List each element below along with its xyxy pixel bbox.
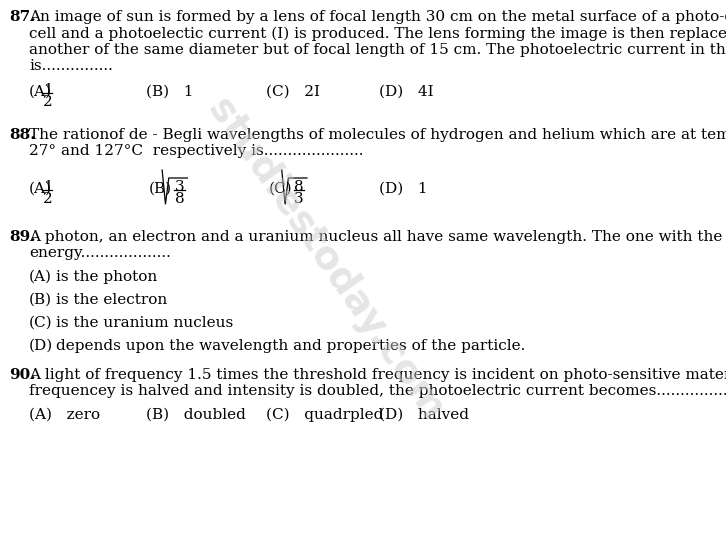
- Text: 3: 3: [174, 180, 184, 194]
- Text: is the photon: is the photon: [56, 270, 157, 284]
- Text: (B): (B): [149, 182, 172, 196]
- Text: 1: 1: [43, 83, 53, 97]
- Text: The rationof de - Begli wavelengths of molecules of hydrogen and helium which ar: The rationof de - Begli wavelengths of m…: [29, 128, 726, 158]
- Text: (D): (D): [29, 339, 54, 353]
- Text: 3: 3: [294, 192, 304, 206]
- Text: (A): (A): [29, 182, 52, 196]
- Text: (A): (A): [29, 85, 52, 99]
- Text: (D)   4I: (D) 4I: [379, 85, 433, 99]
- Text: 1: 1: [43, 180, 53, 194]
- Text: is the electron: is the electron: [56, 293, 167, 307]
- Text: (C): (C): [269, 182, 292, 196]
- Text: (B): (B): [29, 293, 52, 307]
- Text: 88.: 88.: [9, 128, 36, 142]
- Text: (A)   zero: (A) zero: [29, 408, 100, 422]
- Text: An image of sun is formed by a lens of focal length 30 cm on the metal surface o: An image of sun is formed by a lens of f…: [29, 10, 726, 73]
- Text: (B)   doubled: (B) doubled: [146, 408, 246, 422]
- Text: 87.: 87.: [9, 10, 36, 24]
- Text: (B)   1: (B) 1: [146, 85, 194, 99]
- Text: (A): (A): [29, 270, 52, 284]
- Text: (C)   quadrpled: (C) quadrpled: [266, 408, 383, 423]
- Text: 8: 8: [174, 192, 184, 206]
- Text: 89.: 89.: [9, 230, 36, 244]
- Text: studiestoday.com: studiestoday.com: [200, 92, 452, 429]
- Text: 90.: 90.: [9, 368, 36, 382]
- Text: depends upon the wavelength and properties of the particle.: depends upon the wavelength and properti…: [56, 339, 525, 353]
- Text: 2: 2: [43, 192, 53, 206]
- Text: 8: 8: [294, 180, 304, 194]
- Text: (D)   halved: (D) halved: [379, 408, 469, 422]
- Text: A photon, an electron and a uranium nucleus all have same wavelength. The one wi: A photon, an electron and a uranium nucl…: [29, 230, 726, 260]
- Text: 2: 2: [43, 95, 53, 109]
- Text: (C)   2I: (C) 2I: [266, 85, 319, 99]
- Text: (D)   1: (D) 1: [379, 182, 428, 196]
- Text: (C): (C): [29, 316, 53, 330]
- Text: A light of frequency 1.5 times the threshold frequency is incident on photo-sens: A light of frequency 1.5 times the thres…: [29, 368, 726, 398]
- Text: is the uranium nucleus: is the uranium nucleus: [56, 316, 233, 330]
